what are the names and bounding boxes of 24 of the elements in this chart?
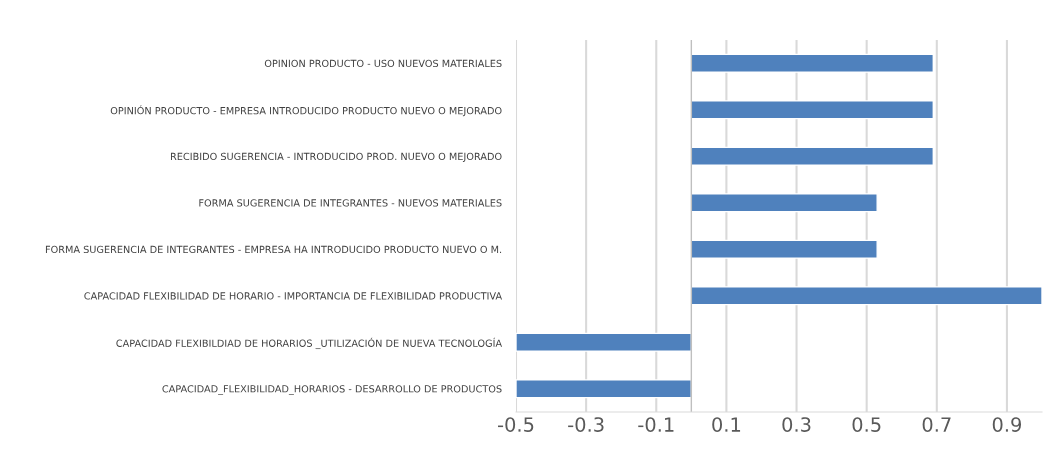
bar — [690, 146, 934, 166]
y-tick-label: OPINION PRODUCTO - USO NUEVOS MATERIALES — [264, 59, 502, 68]
y-tick-label: CAPACIDAD FLEXIBILDIAD DE HORARIOS _UTILIZACIÓN DE NUEVA TECNOLOGÍA — [116, 337, 503, 350]
y-tick-label: FORMA SUGERENCIA DE INTEGRANTES - NUEVOS MATERIALES — [199, 199, 502, 207]
bar — [690, 100, 934, 120]
bar — [690, 53, 934, 73]
y-tick-label: OPINIÓN PRODUCTO - EMPRESA INTRODUCIDO PRODUCTO NUEVO O MEJORADO — [110, 105, 502, 117]
bar — [690, 286, 1042, 306]
y-tick-label: CAPACIDAD FLEXIBILIDAD DE HORARIO - IMPORTANCIA DE FLEXIBILIDAD PRODUCTIVA — [84, 292, 503, 300]
bar — [516, 379, 693, 399]
x-tick-label: 0.5 — [852, 417, 881, 432]
y-tick-label: FORMA SUGERENCIA DE INTEGRANTES - EMPRESA HA INTRODUCIDO PRODUCTO NUEVO O M. — [45, 245, 502, 254]
x-tick-label: -0.3 — [568, 417, 604, 432]
x-tick-label: 0.1 — [712, 417, 741, 432]
x-tick-label: -0.5 — [497, 417, 534, 432]
x-tick-label: 0.7 — [922, 417, 951, 432]
bar — [516, 332, 693, 352]
bar — [690, 193, 878, 213]
x-tick-label: 0.3 — [782, 417, 811, 432]
bar — [690, 239, 878, 259]
y-tick-label: CAPACIDAD_FLEXIBILIDAD_HORARIOS - DESARROLLO DE PRODUCTOS — [162, 385, 502, 395]
x-tick-label: -0.1 — [638, 417, 674, 432]
y-tick-label: RECIBIDO SUGERENCIA - INTRODUCIDO PROD. NUEVO O MEJORADO — [170, 152, 502, 162]
x-tick-label: 0.9 — [992, 417, 1022, 432]
